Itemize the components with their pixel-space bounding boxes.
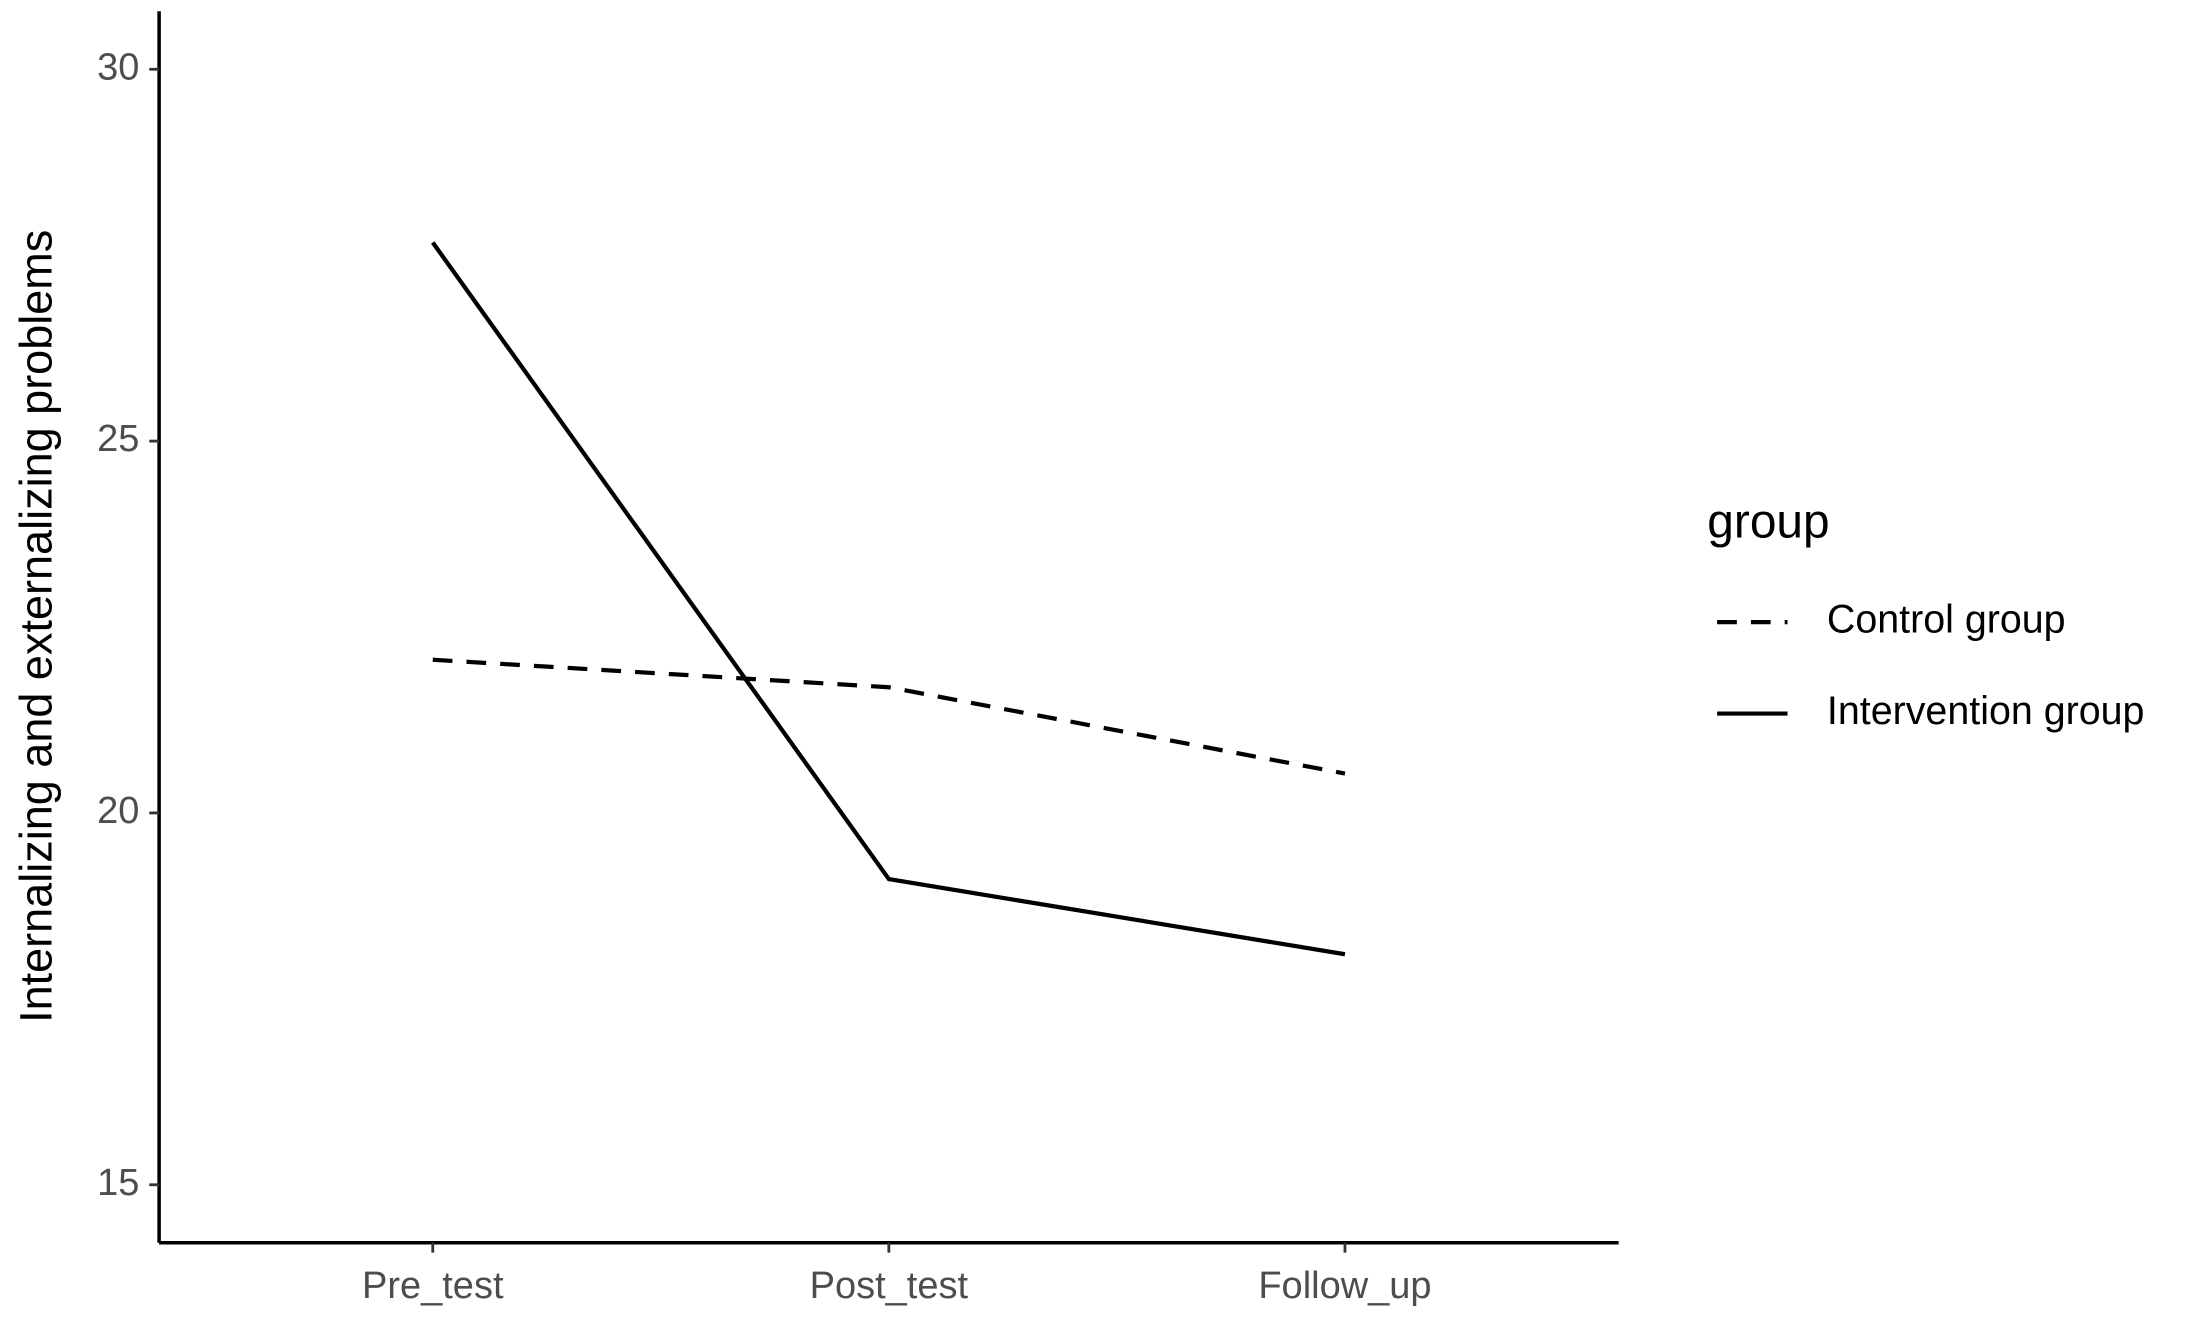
x-tick-label: Post_test	[810, 1265, 969, 1307]
y-tick-label: 25	[97, 418, 139, 460]
legend-title: group	[1707, 496, 1829, 549]
legend-label: Control group	[1827, 597, 2066, 641]
legend-label: Intervention group	[1827, 689, 2145, 733]
y-tick-label: 20	[97, 790, 139, 832]
series-line	[432, 657, 1346, 776]
x-tick-label: Follow_up	[1258, 1265, 1431, 1307]
y-tick-label: 15	[97, 1162, 139, 1204]
series-line	[431, 241, 1346, 957]
x-tick-label: Pre_test	[362, 1265, 504, 1307]
y-tick-label: 30	[97, 46, 139, 88]
y-axis-title: Internalizing and externalizing problems	[10, 230, 61, 1023]
